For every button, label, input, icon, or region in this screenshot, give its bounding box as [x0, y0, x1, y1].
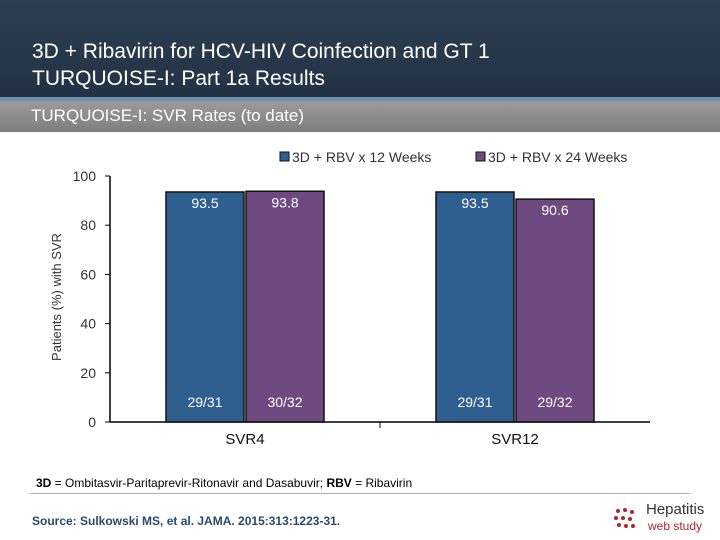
bar-svr12-series-1: [435, 191, 515, 423]
bar-value-label: 93.8: [271, 194, 298, 210]
bar-fraction-label: 29/31: [187, 394, 222, 410]
hepatitis-web-study-logo: Hepatitis web study: [612, 500, 716, 536]
bar-value-label: 93.5: [461, 195, 488, 211]
footer-divider: [30, 493, 690, 494]
bar-svr4-series-2: [245, 190, 325, 423]
subtitle-bar: [0, 101, 720, 132]
logo-dots-icon: [614, 508, 635, 528]
y-tick-label: 0: [88, 414, 96, 430]
legend-swatch-1: [279, 151, 290, 162]
legend-label-2: 3D + RBV x 24 Weeks: [488, 149, 627, 165]
y-axis-title: Patients (%) with SVR: [49, 233, 64, 361]
y-tick-label: 80: [80, 217, 96, 233]
bar-value-label: 93.5: [191, 195, 218, 211]
footnote-def-rbv: = Ribavirin: [351, 476, 413, 490]
footnote-term-rbv: RBV: [326, 476, 352, 490]
svr-bar-chart: 0 20 40 60 80 100 Patients (%) with SVR 93.5 29/…: [49, 149, 650, 448]
slide-title: 3D + Ribavirin for HCV-HIV Coinfection a…: [32, 38, 490, 92]
bar-svr12-series-2: [515, 198, 595, 423]
footnote-def-3d: = Ombitasvir-Paritaprevir-Ritonavir and …: [51, 476, 327, 490]
y-tick-label: 100: [73, 168, 97, 184]
x-category-label: SVR12: [491, 431, 539, 448]
header-banner: [0, 0, 720, 100]
logo-line-2: web study: [648, 519, 703, 533]
legend-label-1: 3D + RBV x 12 Weeks: [292, 149, 431, 165]
bar-svr4-series-1: [165, 191, 245, 423]
bar-value-label: 90.6: [541, 202, 568, 218]
x-category-label: SVR4: [225, 431, 264, 448]
title-line-2: TURQUOISE-I: Part 1a Results: [32, 67, 325, 90]
legend-swatch-2: [475, 151, 486, 162]
bar-fraction-label: 29/31: [457, 394, 492, 410]
footnote-term-3d: 3D: [36, 476, 52, 490]
title-line-1: 3D + Ribavirin for HCV-HIV Coinfection a…: [32, 40, 490, 63]
bar-fraction-label: 30/32: [267, 394, 302, 410]
logo-line-1: Hepatitis: [646, 501, 705, 518]
header-accent-bar: [0, 97, 720, 101]
source-citation: Source: Sulkowski MS, et al. JAMA. 2015:…: [32, 514, 341, 528]
abbreviation-footnote: 3D = Ombitasvir-Paritaprevir-Ritonavir a…: [36, 476, 412, 490]
bar-fraction-label: 29/32: [537, 394, 572, 410]
y-tick-label: 20: [80, 365, 96, 381]
y-tick-label: 60: [80, 266, 96, 282]
y-tick-label: 40: [80, 316, 96, 332]
slide-subtitle: TURQUOISE-I: SVR Rates (to date): [31, 106, 305, 125]
